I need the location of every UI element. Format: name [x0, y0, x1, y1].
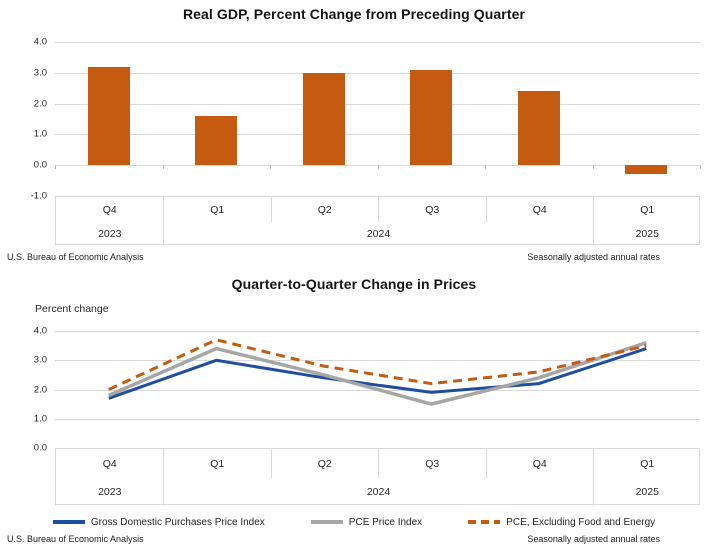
- year-group-divider: [163, 449, 164, 506]
- y-axis-tick-label: 4.0: [33, 325, 47, 337]
- legend-label-gdp-purchases: Gross Domestic Purchases Price Index: [90, 516, 265, 528]
- gridline: [55, 389, 700, 391]
- gridline: [55, 134, 700, 136]
- legend-label-core-pce: PCE, Excluding Food and Energy: [506, 516, 656, 528]
- prices-source-note: Seasonally adjusted annual rates: [527, 534, 660, 544]
- blue-solid-line-icon: [52, 520, 85, 524]
- year-group-divider: [163, 197, 164, 246]
- gridline: [55, 360, 700, 362]
- gray-solid-line-icon: [310, 520, 343, 524]
- legend-item-gdp-purchases: Gross Domestic Purchases Price Index: [52, 516, 265, 528]
- gdp-bar-q4-4: [517, 91, 560, 166]
- y-axis-tick-label: 0.0: [33, 159, 47, 171]
- quarter-label: Q4: [532, 457, 547, 470]
- quarter-label: Q1: [640, 203, 655, 216]
- y-axis-tick-label: 0.0: [33, 442, 47, 454]
- line-series-2: [108, 338, 647, 391]
- y-axis-tick-label: 3.0: [33, 67, 47, 79]
- prices-y-axis-label: Percent change: [35, 303, 109, 315]
- y-axis-tick-label: 2.0: [33, 384, 47, 395]
- legend-item-pce: PCE Price Index: [310, 516, 423, 528]
- zero-axis-tick: [55, 165, 56, 170]
- quarter-divider: [378, 197, 379, 222]
- gdp-bar-q1-1: [195, 115, 238, 166]
- gdp-bar-q1-5: [625, 165, 668, 175]
- year-label: 2025: [635, 486, 659, 498]
- y-axis-tick-label: 4.0: [33, 36, 47, 48]
- gridline: [55, 103, 700, 105]
- quarter-label: Q3: [425, 457, 440, 470]
- legend-label-pce: PCE Price Index: [348, 516, 423, 528]
- gdp-bar-q2-2: [302, 72, 345, 166]
- quarter-label: Q4: [532, 203, 547, 216]
- gdp-source-attribution: U.S. Bureau of Economic Analysis: [7, 252, 144, 262]
- prices-chart-title: Quarter-to-Quarter Change in Prices: [231, 276, 477, 292]
- legend-item-core-pce: PCE, Excluding Food and Energy: [468, 517, 655, 528]
- category-axis-table: Q4 Q1 Q2 Q3 Q4 Q1 2023 2024 2025: [55, 196, 700, 246]
- year-group-divider: [593, 449, 594, 506]
- zero-axis-tick: [162, 165, 164, 170]
- line-series-1: [108, 341, 647, 406]
- y-axis-tick-label: 3.0: [33, 354, 47, 366]
- gdp-source-note: Seasonally adjusted annual rates: [527, 252, 660, 262]
- gridline: [55, 42, 700, 43]
- quarter-label: Q2: [317, 203, 332, 216]
- year-label: 2023: [98, 228, 122, 240]
- prices-source-attribution: U.S. Bureau of Economic Analysis: [7, 534, 144, 544]
- quarter-label: Q1: [640, 457, 655, 470]
- year-label: 2024: [366, 228, 391, 240]
- category-axis-table: Q4 Q1 Q2 Q3 Q4 Q1 2023 2024 2025: [55, 448, 700, 506]
- quarter-label: Q3: [425, 203, 440, 216]
- year-label: 2025: [635, 228, 659, 240]
- zero-axis-tick: [270, 165, 271, 170]
- line-series-0: [108, 347, 647, 400]
- y-axis-tick-label: -1.0: [30, 190, 47, 202]
- gdp-chart-title: Real GDP, Percent Change from Preceding …: [182, 6, 526, 22]
- y-axis-tick-label: 1.0: [33, 128, 47, 140]
- year-group-divider: [593, 197, 594, 246]
- quarter-label: Q4: [102, 203, 117, 216]
- quarter-label: Q1: [210, 457, 225, 470]
- zero-axis-tick: [485, 165, 486, 170]
- quarter-divider: [485, 449, 487, 478]
- prices-legend: Gross Domestic Purchases Price Index PCE…: [0, 512, 708, 532]
- y-axis-tick-label: 2.0: [33, 98, 47, 110]
- quarter-divider: [378, 449, 379, 478]
- quarter-divider: [270, 197, 272, 222]
- quarter-label: Q1: [210, 203, 225, 216]
- gdp-bar-q3-3: [410, 69, 453, 166]
- zero-axis-tick: [377, 165, 379, 170]
- gridline: [55, 418, 700, 420]
- gridline: [55, 331, 700, 332]
- orange-dashed-line-icon: [468, 520, 501, 524]
- gdp-bar-q4-0: [87, 66, 130, 166]
- quarter-label: Q4: [102, 457, 117, 470]
- zero-axis-tick: [592, 165, 594, 170]
- gridline: [55, 72, 700, 74]
- year-label: 2023: [98, 486, 122, 498]
- year-label: 2024: [366, 486, 391, 498]
- quarter-divider: [270, 449, 272, 478]
- quarter-divider: [485, 197, 487, 222]
- y-axis-tick-label: 1.0: [33, 413, 47, 425]
- zero-axis-tick: [700, 165, 701, 170]
- quarter-label: Q2: [317, 457, 332, 470]
